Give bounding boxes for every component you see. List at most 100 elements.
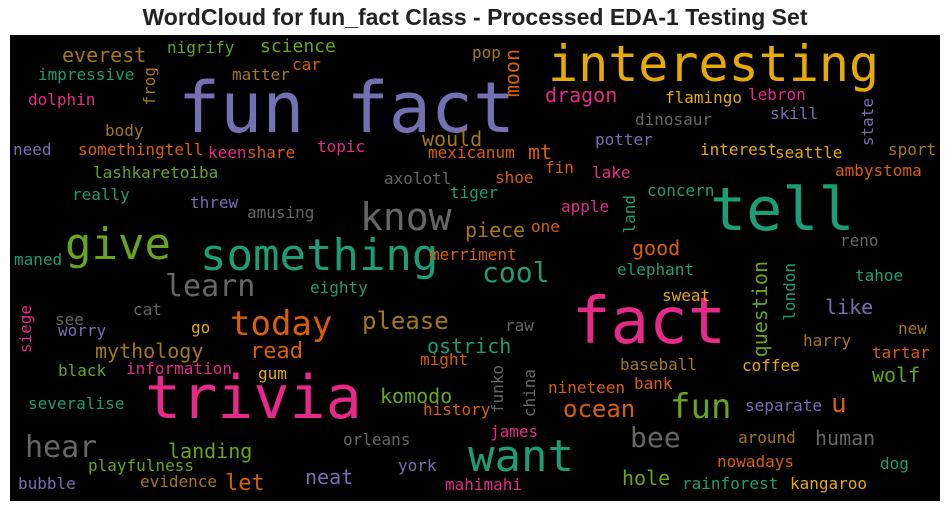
word-give: give xyxy=(65,219,171,270)
word-separate: separate xyxy=(745,396,823,415)
word-might: might xyxy=(420,350,469,369)
word-tiger: tiger xyxy=(450,183,499,202)
word-gum: gum xyxy=(258,364,287,383)
word-fun-fact: fun fact xyxy=(178,67,516,149)
word-know: know xyxy=(360,195,452,239)
word-dragon: dragon xyxy=(545,83,618,107)
chart-title: WordCloud for fun_fact Class - Processed… xyxy=(142,4,808,30)
word-human: human xyxy=(815,426,876,450)
word-ambystoma: ambystoma xyxy=(835,161,922,180)
word-please: please xyxy=(362,307,449,335)
word-threw: threw xyxy=(190,193,239,212)
word-komodo: komodo xyxy=(380,384,453,408)
word-keen: keen xyxy=(208,143,247,162)
word-one: one xyxy=(531,217,560,236)
word-potter: potter xyxy=(595,130,653,149)
word-everest: everest xyxy=(62,43,147,67)
word-read: read xyxy=(250,339,303,364)
word-severalise: severalise xyxy=(28,394,125,413)
word-amusing: amusing xyxy=(247,203,315,222)
word-question: question xyxy=(748,261,772,358)
word-hole: hole xyxy=(622,466,671,490)
word-state: state xyxy=(858,98,877,147)
word-hear: hear xyxy=(25,430,98,465)
word-ostrich: ostrich xyxy=(427,334,512,358)
word-piece: piece xyxy=(465,218,526,242)
word-frog: frog xyxy=(140,67,159,106)
word-tartar: tartar xyxy=(872,343,930,362)
word-tahoe: tahoe xyxy=(855,266,904,285)
word-matter: matter xyxy=(232,65,290,84)
word-lebron: lebron xyxy=(748,85,806,104)
word-evidence: evidence xyxy=(140,472,218,491)
word-bubble: bubble xyxy=(18,474,76,493)
word-really: really xyxy=(72,185,130,204)
word-york: york xyxy=(398,456,437,475)
word-neat: neat xyxy=(305,465,354,489)
word-wolf: wolf xyxy=(872,363,921,387)
word-apple: apple xyxy=(561,197,610,216)
word-james: james xyxy=(490,422,539,441)
word-sport: sport xyxy=(888,140,937,159)
word-learn: learn xyxy=(165,269,256,304)
word-pop: pop xyxy=(472,43,501,62)
word-information: information xyxy=(126,359,232,378)
word-dog: dog xyxy=(880,454,909,473)
word-would: would xyxy=(422,127,483,151)
word-elephant: elephant xyxy=(617,260,695,279)
word-topic: topic xyxy=(317,137,366,156)
word-coffee: coffee xyxy=(742,356,800,375)
word-reno: reno xyxy=(840,231,879,250)
word-interesting: interesting xyxy=(548,35,880,93)
word-want: want xyxy=(468,431,574,482)
word-science: science xyxy=(260,36,336,57)
word-mexicanum: mexicanum xyxy=(428,143,515,162)
word-see: see xyxy=(55,310,84,329)
word-bank: bank xyxy=(634,374,673,393)
word-baseball: baseball xyxy=(620,355,698,374)
word-body: body xyxy=(105,121,144,140)
word-mythology: mythology xyxy=(95,339,204,363)
word-like: like xyxy=(825,295,874,319)
word-concern: concern xyxy=(647,181,715,200)
word-tell: tell xyxy=(710,175,855,245)
word-landing: landing xyxy=(168,439,253,463)
word-moon: moon xyxy=(500,49,524,98)
word-london: london xyxy=(780,263,799,321)
word-rainforest: rainforest xyxy=(682,474,779,493)
word-raw: raw xyxy=(505,316,534,335)
word-nowadays: nowadays xyxy=(717,452,795,471)
word-siege: siege xyxy=(16,305,35,354)
word-mt: mt xyxy=(528,140,553,164)
word-seattle: seattle xyxy=(775,143,843,162)
word-sweat: sweat xyxy=(662,286,711,305)
word-flamingo: flamingo xyxy=(665,88,743,107)
word-playfulness: playfulness xyxy=(88,456,194,475)
word-skill: skill xyxy=(770,104,819,123)
word-nigrify: nigrify xyxy=(167,38,235,57)
word-go: go xyxy=(191,318,211,337)
word-kangaroo: kangaroo xyxy=(790,474,868,493)
word-car: car xyxy=(292,55,321,74)
word-bee: bee xyxy=(630,421,681,454)
word-funko: funko xyxy=(488,365,507,414)
wordcloud-canvas: fun fact interesting tell fact trivia somethi… xyxy=(10,35,940,501)
word-trivia: trivia xyxy=(145,363,362,433)
word-axolotl: axolotl xyxy=(384,169,452,188)
word-dinosaur: dinosaur xyxy=(635,110,713,129)
word-harry: harry xyxy=(803,331,852,350)
word-china: china xyxy=(520,369,539,418)
word-something: something xyxy=(200,230,439,281)
word-interest: interest xyxy=(700,140,778,159)
word-mahimahi: mahimahi xyxy=(445,475,523,494)
word-somethingtell: somethingtell xyxy=(78,140,204,159)
word-today: today xyxy=(230,304,333,344)
word-cool: cool xyxy=(482,256,550,289)
word-eighty: eighty xyxy=(310,278,368,297)
word-orleans: orleans xyxy=(343,430,411,449)
word-lake: lake xyxy=(592,163,631,182)
word-worry: worry xyxy=(58,321,107,340)
word-new: new xyxy=(898,319,927,338)
word-merriment: merriment xyxy=(430,245,517,264)
word-fin: fin xyxy=(545,158,574,177)
